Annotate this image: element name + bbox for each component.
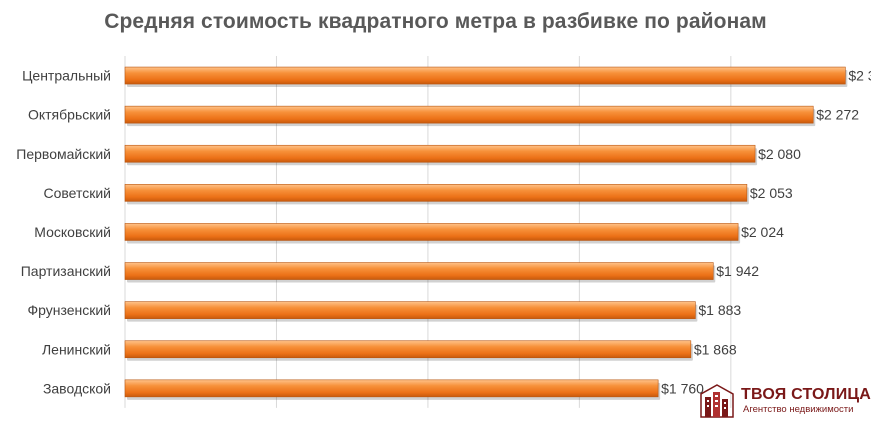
- category-label: Партизанский: [21, 263, 111, 279]
- chart-title: Средняя стоимость квадратного метра в ра…: [104, 10, 767, 33]
- category-label: Заводской: [43, 380, 111, 396]
- value-labels: $2 378 $2 272 $2 080 $2 053 $2 024 $1 942 $1 8…: [661, 68, 871, 397]
- category-label: Фрунзенский: [27, 302, 111, 318]
- category-label: Советский: [43, 185, 111, 201]
- value-label: $2 024: [741, 224, 784, 240]
- category-label: Ленинский: [42, 341, 111, 357]
- bar: [124, 144, 756, 163]
- category-labels: Центральный Октябрьский Первомайский Советс…: [16, 68, 111, 397]
- value-label: $2 053: [750, 185, 793, 201]
- category-label: Первомайский: [16, 146, 111, 162]
- bar: [124, 379, 659, 398]
- brand-subtitle: Агентство недвижимости: [743, 404, 854, 415]
- bar: [124, 66, 846, 85]
- brand-name: ТВОЯ СТОЛИЦА®: [741, 386, 871, 404]
- value-label: $1 760: [661, 380, 704, 396]
- brand-name-text: ТВОЯ СТОЛИЦА: [741, 386, 871, 403]
- category-label: Центральный: [22, 68, 111, 84]
- building-logo-icon: [700, 384, 734, 418]
- bar: [124, 340, 692, 359]
- category-label: Московский: [34, 224, 111, 240]
- value-label: $2 378: [848, 68, 871, 84]
- category-label: Октябрьский: [28, 107, 111, 123]
- bar: [124, 262, 714, 280]
- value-label: $2 272: [816, 107, 859, 123]
- value-label: $1 942: [716, 263, 759, 279]
- value-label: $1 868: [694, 341, 737, 357]
- bar: [124, 105, 814, 124]
- value-label: $2 080: [758, 146, 801, 162]
- bar: [124, 223, 739, 241]
- value-label: $1 883: [698, 302, 741, 318]
- bar: [124, 184, 748, 202]
- brand-logo: ТВОЯ СТОЛИЦА® Агентство недвижимости: [697, 383, 871, 419]
- bars: [124, 66, 848, 400]
- bar: [124, 301, 696, 319]
